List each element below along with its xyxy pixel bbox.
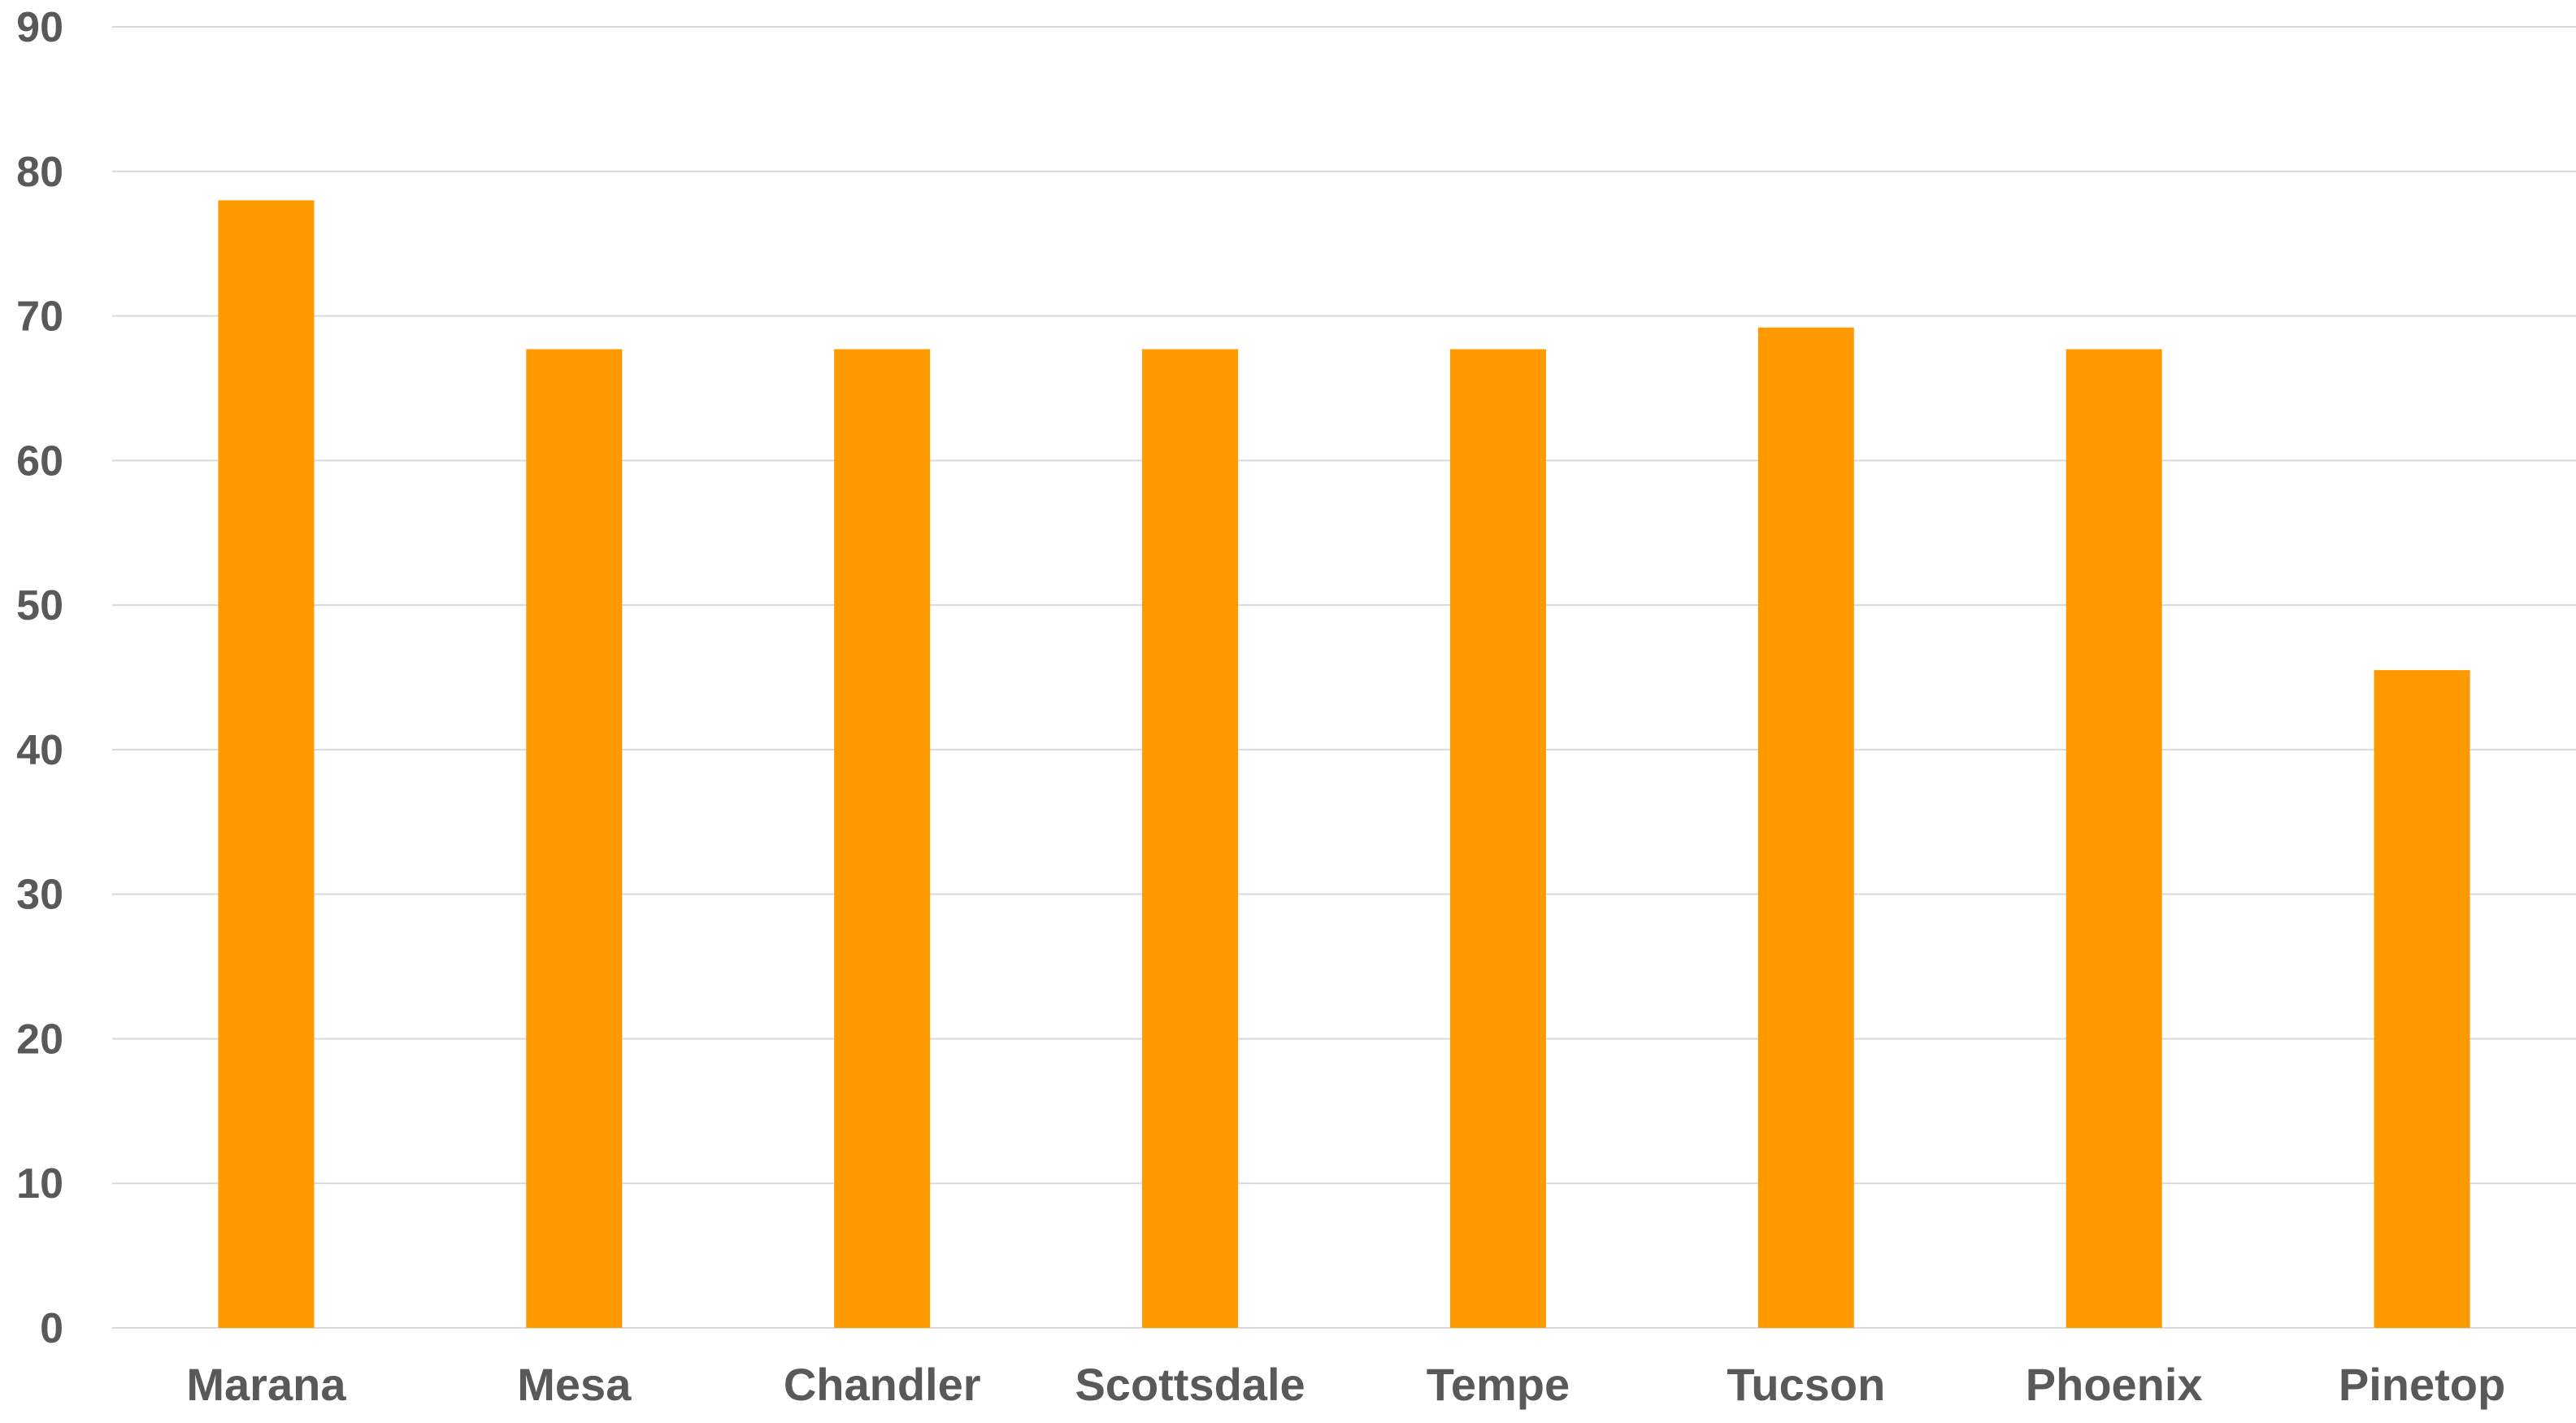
bar-phoenix [2066, 349, 2162, 1328]
x-category-label: Chandler [784, 1359, 981, 1410]
bar-pinetop [2374, 670, 2470, 1328]
x-category-label: Marana [186, 1359, 346, 1410]
gridlines [112, 26, 2576, 1329]
bar-mesa [526, 349, 623, 1328]
y-tick-label: 0 [40, 1305, 63, 1352]
y-axis-tick-labels: 0 10 20 30 40 50 60 70 80 90 [16, 4, 63, 1352]
y-tick-label: 30 [16, 872, 63, 919]
x-category-label: Tempe [1427, 1359, 1570, 1410]
x-category-label: Pinetop [2339, 1359, 2505, 1410]
y-tick-label: 70 [16, 294, 63, 341]
y-tick-label: 90 [16, 4, 63, 51]
y-tick-label: 20 [16, 1016, 63, 1063]
x-category-label: Tucson [1727, 1359, 1885, 1410]
bars [218, 200, 2470, 1328]
x-axis-category-labels: Marana Mesa Chandler Scottsdale Tempe Tucson P… [186, 1359, 2505, 1410]
x-category-label: Mesa [517, 1359, 632, 1410]
bar-tucson [1757, 327, 1854, 1328]
y-tick-label: 50 [16, 582, 63, 629]
y-tick-label: 80 [16, 149, 63, 196]
bar-scottsdale [1142, 349, 1239, 1328]
x-category-label: Phoenix [2026, 1359, 2203, 1410]
bar-tempe [1449, 349, 1546, 1328]
y-tick-label: 10 [16, 1160, 63, 1208]
bar-chandler [834, 349, 931, 1328]
y-tick-label: 40 [16, 727, 63, 774]
x-category-label: Scottsdale [1075, 1359, 1305, 1410]
bar-marana [218, 200, 315, 1328]
y-tick-label: 60 [16, 437, 63, 485]
